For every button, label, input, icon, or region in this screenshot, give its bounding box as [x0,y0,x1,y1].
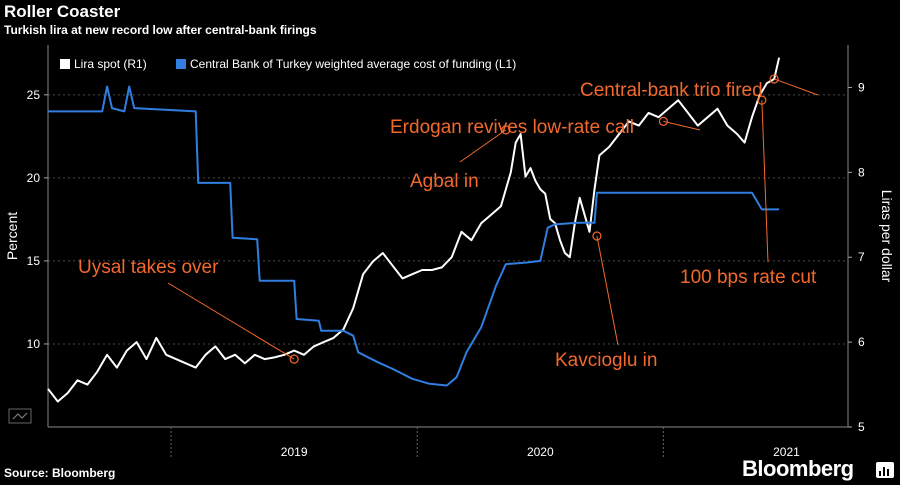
right-tick-label-7: 7 [858,250,865,264]
x-tick-label-2019: 2019 [281,445,308,459]
series-group [47,57,781,403]
right-tick-label-8: 8 [858,165,865,179]
x-tick-label-2021: 2021 [773,445,800,459]
chart-title: Roller Coaster [4,2,121,21]
annotation-label-agbal-in: Agbal in [410,171,479,192]
chart-subtitle: Turkish lira at new record low after cen… [4,23,317,37]
annotation-label-uysal-takes-over: Uysal takes over [78,257,219,278]
legend-label-lira: Lira spot (R1) [74,57,147,71]
brand-logo: Bloomberg [742,456,854,481]
annotation-label-100-bps-rate-cut: 100 bps rate cut [680,267,817,288]
annotation-leader-central-bank-trio-fired [773,78,819,96]
annotation-leader-erdogan-revives-low-rate-call [663,120,701,131]
annotation-label-erdogan-revives-low-rate-call: Erdogan revives low-rate call [390,117,634,138]
annotations: Uysal takes over Agbal in Erdogan revives … [78,74,819,371]
annotation-marker-100-bps-rate-cut [757,95,767,105]
lira-spot-line [47,57,781,403]
annotation-marker-kavcioglu-in [592,231,602,241]
legend: Lira spot (R1) Central Bank of Turkey we… [60,57,516,71]
left-tick-label-10: 10 [27,337,41,351]
bloomberg-terminal-icon [876,462,894,478]
source-note: Source: Bloomberg [4,466,116,480]
x-tick-label-2020: 2020 [527,445,554,459]
right-tick-label-6: 6 [858,335,865,349]
right-tick-label-9: 9 [858,80,865,94]
annotation-marker-central-bank-trio-fired [769,74,779,84]
axes: 10 15 20 25 5 6 7 8 9 2019 2020 2021 Percent Liras pe… [4,45,895,459]
annotation-leader-100-bps-rate-cut [761,100,769,263]
funding-cost-line [48,85,780,387]
annotation-marker-erdogan-revives-low-rate-call [658,116,668,127]
annotation-label-central-bank-trio-fired: Central-bank trio fired [580,80,763,101]
annotation-marker-agbal-in [501,125,511,135]
legend-swatch-funding [176,59,186,69]
left-axis-title: Percent [4,212,20,260]
left-tick-label-25: 25 [27,88,41,102]
right-tick-label-5: 5 [858,420,865,434]
annotation-leader-agbal-in [459,129,507,163]
annotation-marker-uysal-takes-over [289,354,299,364]
right-axis-title: Liras per dollar [879,190,895,283]
legend-label-funding: Central Bank of Turkey weighted average … [190,57,516,71]
annotation-leader-uysal-takes-over [167,282,295,360]
left-tick-label-20: 20 [27,171,41,185]
left-tick-label-15: 15 [27,254,41,268]
legend-swatch-lira [60,59,70,69]
annotation-leader-kavcioglu-in [596,235,619,346]
annotation-label-kavcioglu-in: Kavcioglu in [555,350,657,371]
chart-menu-icon[interactable] [8,408,32,424]
